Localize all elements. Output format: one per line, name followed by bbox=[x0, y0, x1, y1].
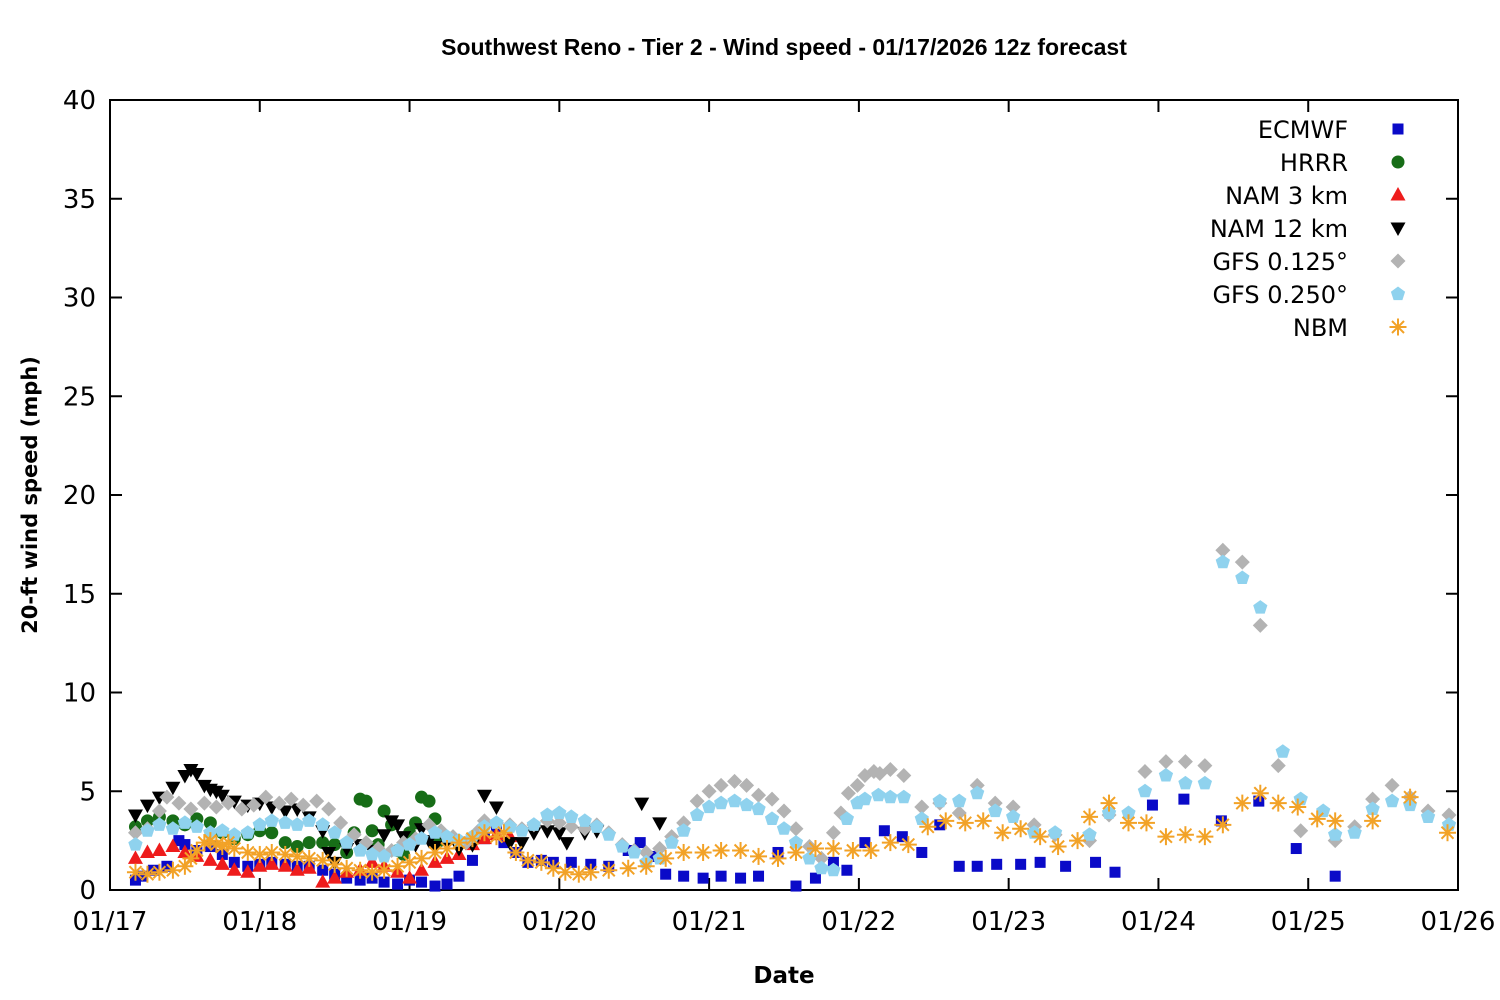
y-tick-label: 15 bbox=[63, 580, 96, 610]
x-tick-label: 01/24 bbox=[1121, 907, 1196, 937]
y-axis-ticks: 0 5 10 15 20 25 30 35 40 bbox=[63, 86, 1458, 906]
x-tick-label: 01/17 bbox=[73, 907, 148, 937]
legend-item-gfs-0-125: GFS 0.125° bbox=[1212, 248, 1406, 276]
legend-item-nam-12-km: NAM 12 km bbox=[1210, 215, 1406, 243]
x-axis-label: Date bbox=[753, 963, 815, 989]
legend-item-gfs-0-250: GFS 0.250° bbox=[1212, 281, 1406, 309]
series-nbm bbox=[126, 784, 1457, 883]
y-tick-label: 35 bbox=[63, 185, 96, 215]
x-axis-ticks: 01/17 01/18 01/19 01/20 01/21 01/22 01/23 01/24… bbox=[73, 100, 1496, 937]
series-gfs-0-125 bbox=[127, 542, 1457, 866]
x-tick-label: 01/19 bbox=[372, 907, 447, 937]
y-tick-label: 40 bbox=[63, 86, 96, 116]
x-tick-label: 01/26 bbox=[1421, 907, 1496, 937]
legend-label: HRRR bbox=[1280, 149, 1348, 177]
x-tick-label: 01/22 bbox=[821, 907, 896, 937]
series-gfs-0-250 bbox=[128, 554, 1457, 877]
x-tick-label: 01/20 bbox=[522, 907, 597, 937]
legend-item-nam-3-km: NAM 3 km bbox=[1225, 182, 1406, 210]
x-tick-label: 01/23 bbox=[971, 907, 1046, 937]
x-tick-label: 01/25 bbox=[1271, 907, 1346, 937]
y-tick-label: 20 bbox=[63, 481, 96, 511]
y-tick-label: 30 bbox=[63, 284, 96, 314]
legend-label: NAM 12 km bbox=[1210, 215, 1348, 243]
y-tick-label: 0 bbox=[79, 876, 96, 906]
legend-label: NBM bbox=[1293, 314, 1348, 342]
legend-label: GFS 0.125° bbox=[1212, 248, 1348, 276]
y-tick-label: 25 bbox=[63, 382, 96, 412]
x-tick-label: 01/18 bbox=[222, 907, 297, 937]
legend-label: NAM 3 km bbox=[1225, 182, 1348, 210]
legend-item-hrrr: HRRR bbox=[1280, 149, 1405, 177]
y-tick-label: 5 bbox=[79, 777, 96, 807]
x-tick-label: 01/21 bbox=[672, 907, 747, 937]
legend: ECMWF HRRR NAM 3 km NAM 12 km GFS 0.125° GFS … bbox=[1210, 116, 1407, 342]
y-tick-label: 10 bbox=[63, 679, 96, 709]
legend-label: GFS 0.250° bbox=[1212, 281, 1348, 309]
legend-item-nbm: NBM bbox=[1293, 314, 1407, 342]
legend-label: ECMWF bbox=[1258, 116, 1348, 144]
legend-item-ecmwf: ECMWF bbox=[1258, 116, 1404, 144]
chart-title: Southwest Reno - Tier 2 - Wind speed - 0… bbox=[441, 34, 1127, 60]
